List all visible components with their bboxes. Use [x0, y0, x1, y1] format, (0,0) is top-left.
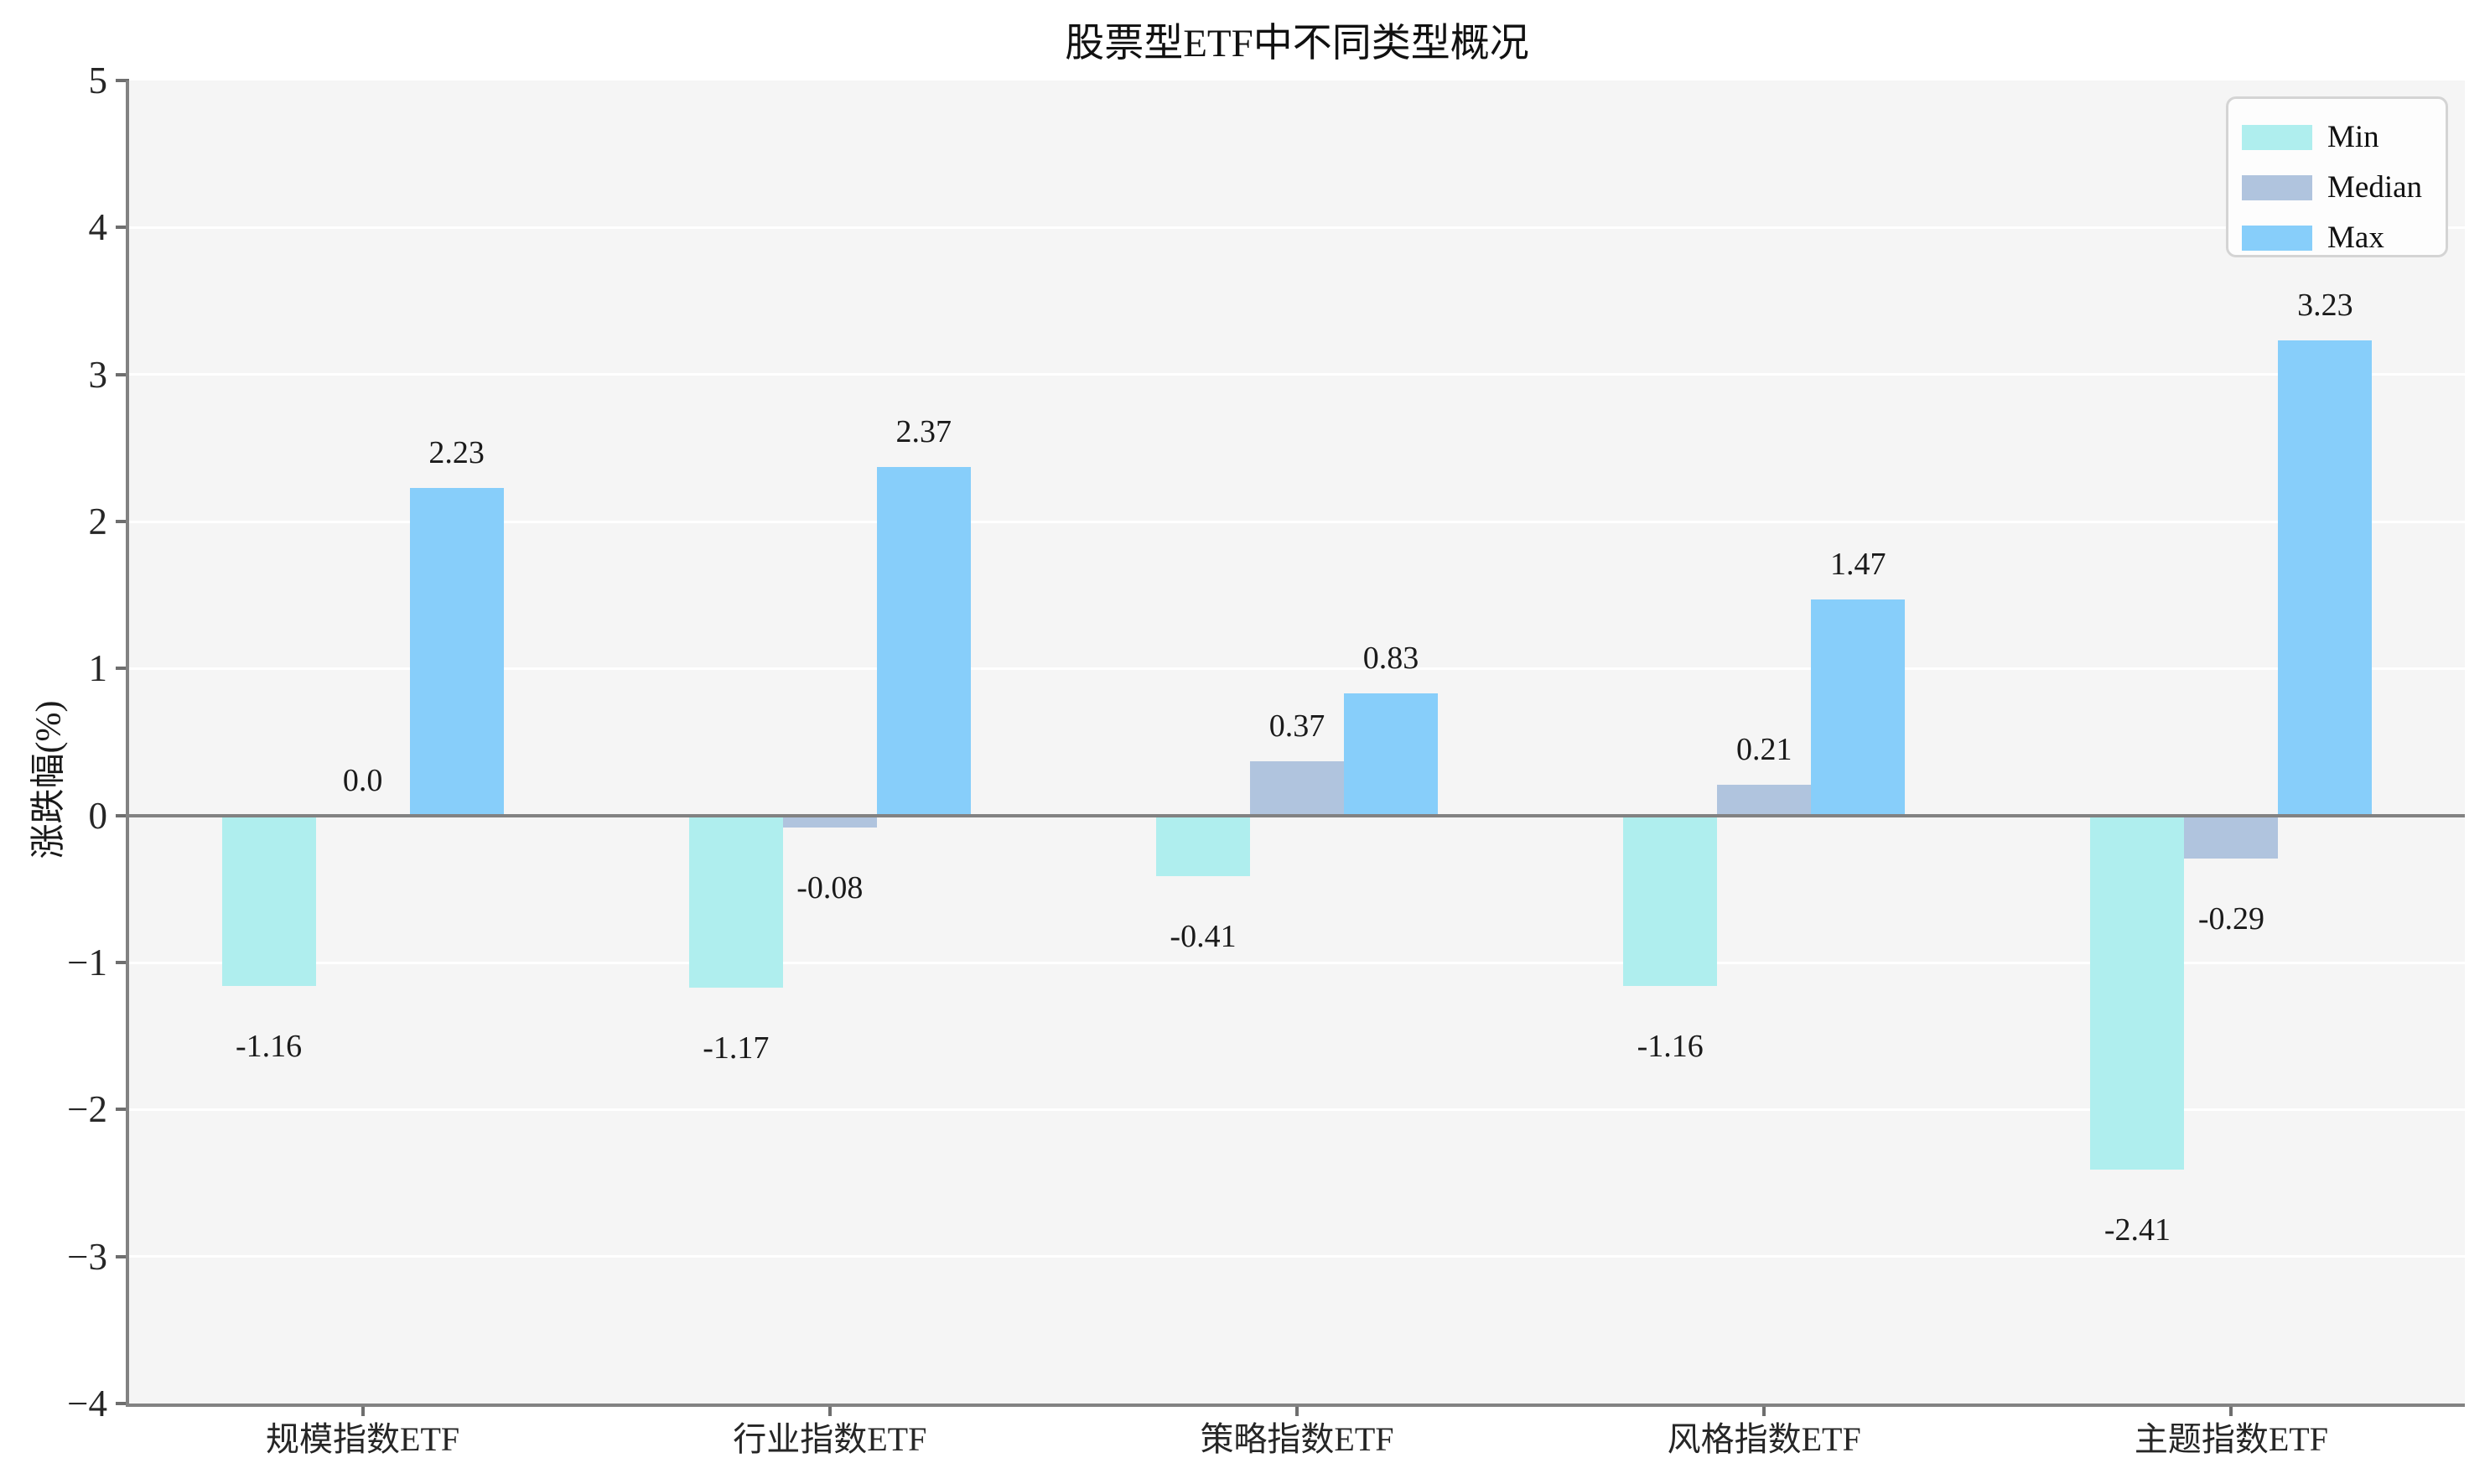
x-tick-mark [827, 1404, 832, 1416]
bar-median-group5 [2184, 815, 2279, 859]
x-tick-label-group4: 风格指数ETF [1667, 1420, 1861, 1458]
bar-min-group3 [1156, 815, 1250, 876]
legend: Min Median Max [2226, 96, 2448, 257]
y-tick-label: 1 [88, 647, 108, 690]
y-axis-spine [126, 80, 129, 1407]
x-tick-mark [361, 1404, 365, 1416]
y-tick-label: 3 [88, 353, 108, 396]
y-tick-mark [116, 226, 129, 230]
legend-label-max: Max [2327, 221, 2384, 255]
legend-label-median: Median [2327, 170, 2423, 205]
bar-value-label-max-group3: 0.83 [1362, 641, 1419, 677]
bar-value-label-median-group3: 0.37 [1268, 708, 1325, 744]
y-tick-mark [116, 961, 129, 964]
y-tick-mark [116, 813, 129, 817]
y-tick-label: 5 [88, 60, 108, 101]
bar-value-label-median-group4: 0.21 [1735, 731, 1792, 767]
bar-min-group2 [688, 815, 783, 988]
legend-item-min: Min [2228, 112, 2446, 163]
legend-label-min: Min [2327, 120, 2379, 154]
legend-item-max: Max [2228, 213, 2446, 263]
x-tick-mark [2229, 1404, 2233, 1416]
bar-max-group5 [2278, 340, 2373, 816]
bar-median-group4 [1717, 784, 1812, 816]
gridline [129, 226, 2465, 229]
y-tick-mark [116, 1402, 129, 1405]
y-axis-label: 涨跌幅(%) [29, 700, 69, 859]
y-tick-mark [116, 1108, 129, 1112]
y-tick-label: 2 [88, 501, 108, 542]
bar-value-label-median-group2: -0.08 [796, 869, 864, 905]
gridline [129, 1255, 2465, 1258]
gridline [129, 520, 2465, 523]
bar-median-group3 [1250, 760, 1344, 816]
legend-swatch-median [2242, 175, 2312, 200]
bar-min-group4 [1623, 815, 1718, 987]
x-axis-spine [126, 1404, 2465, 1407]
bar-min-group1 [221, 815, 316, 987]
bar-value-label-min-group4: -1.16 [1637, 1029, 1704, 1065]
bar-max-group1 [409, 487, 504, 816]
legend-swatch-min [2242, 125, 2312, 150]
y-tick-label: 0 [88, 794, 108, 837]
bar-max-group3 [1344, 693, 1438, 816]
y-tick-mark [116, 667, 129, 671]
x-tick-label-group1: 规模指数ETF [266, 1420, 460, 1458]
legend-item-median: Median [2228, 163, 2446, 213]
bar-value-label-max-group5: 3.23 [2297, 288, 2353, 324]
bar-value-label-min-group1: -1.16 [236, 1029, 303, 1065]
zero-line [129, 813, 2465, 817]
bar-value-label-max-group1: 2.23 [428, 434, 485, 470]
y-tick-label: −4 [67, 1383, 107, 1424]
y-tick-label: −3 [67, 1235, 107, 1278]
y-tick-mark [116, 520, 129, 523]
bar-value-label-min-group5: -2.41 [2104, 1212, 2171, 1248]
x-tick-label-group2: 行业指数ETF [733, 1420, 927, 1458]
x-tick-label-group5: 主题指数ETF [2134, 1420, 2328, 1458]
x-tick-mark [1762, 1404, 1766, 1416]
plot-panel-background [129, 80, 2465, 1404]
bar-max-group2 [876, 467, 971, 816]
x-tick-mark [1295, 1404, 1299, 1416]
legend-swatch-max [2242, 226, 2312, 251]
y-tick-label: −2 [67, 1088, 107, 1131]
bar-value-label-max-group2: 2.37 [895, 414, 952, 450]
bar-median-group2 [782, 815, 877, 828]
y-tick-mark [116, 79, 129, 82]
chart-title: 股票型ETF中不同类型概况 [1065, 22, 1529, 65]
y-tick-label: −1 [67, 942, 107, 983]
gridline [129, 1108, 2465, 1111]
x-tick-label-group3: 策略指数ETF [1200, 1420, 1394, 1458]
bar-max-group4 [1811, 599, 1906, 816]
bar-value-label-min-group2: -1.17 [703, 1030, 770, 1066]
bar-min-group5 [2090, 815, 2185, 1170]
bar-value-label-median-group1: 0.0 [342, 762, 383, 798]
gridline [129, 667, 2465, 670]
bar-value-label-median-group5: -0.29 [2197, 900, 2264, 937]
gridline [129, 373, 2465, 376]
y-tick-mark [116, 372, 129, 376]
bar-value-label-min-group3: -0.41 [1170, 918, 1237, 954]
y-tick-mark [116, 1254, 129, 1258]
gridline [129, 961, 2465, 964]
bar-value-label-max-group4: 1.47 [1829, 546, 1886, 582]
y-tick-label: 4 [88, 206, 108, 249]
